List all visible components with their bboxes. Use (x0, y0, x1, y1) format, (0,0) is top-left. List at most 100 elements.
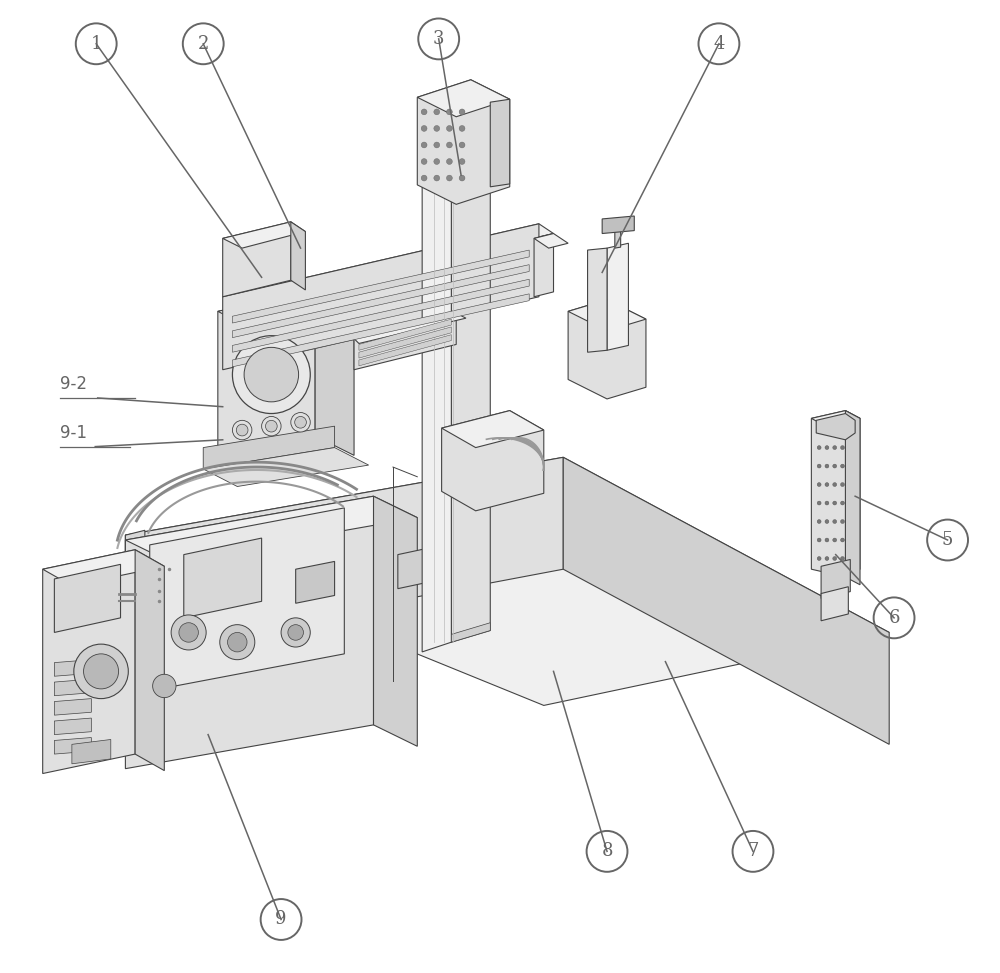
Polygon shape (422, 175, 451, 652)
Circle shape (841, 501, 844, 505)
Polygon shape (417, 80, 510, 204)
Polygon shape (54, 699, 91, 715)
Text: 9-2: 9-2 (60, 376, 87, 393)
Circle shape (825, 483, 829, 486)
Circle shape (434, 142, 440, 148)
Polygon shape (490, 99, 510, 187)
Circle shape (171, 615, 206, 650)
Circle shape (841, 464, 844, 468)
Polygon shape (354, 313, 456, 370)
Circle shape (833, 446, 837, 450)
Circle shape (421, 126, 427, 131)
Circle shape (421, 142, 427, 148)
Polygon shape (811, 411, 860, 426)
Polygon shape (811, 411, 860, 577)
Text: 6: 6 (888, 609, 900, 627)
Circle shape (825, 520, 829, 523)
Text: 1: 1 (90, 35, 102, 53)
Polygon shape (54, 660, 91, 676)
Text: 9-1: 9-1 (60, 424, 87, 442)
Circle shape (434, 175, 440, 181)
Circle shape (459, 159, 465, 164)
Polygon shape (232, 265, 529, 338)
Circle shape (266, 420, 277, 432)
Circle shape (84, 654, 119, 689)
Polygon shape (54, 738, 91, 754)
Polygon shape (218, 290, 354, 331)
Polygon shape (54, 718, 91, 735)
Text: 8: 8 (601, 843, 613, 860)
Polygon shape (184, 538, 262, 618)
Circle shape (434, 109, 440, 115)
Polygon shape (125, 457, 889, 705)
Circle shape (833, 501, 837, 505)
Polygon shape (359, 335, 451, 366)
Polygon shape (563, 457, 889, 744)
Polygon shape (296, 561, 335, 603)
Circle shape (817, 446, 821, 450)
Polygon shape (223, 222, 291, 297)
Polygon shape (223, 224, 554, 306)
Polygon shape (218, 290, 315, 457)
Polygon shape (821, 587, 848, 621)
Text: 3: 3 (433, 30, 444, 48)
Polygon shape (602, 216, 634, 234)
Circle shape (459, 126, 465, 131)
Circle shape (841, 557, 844, 560)
Polygon shape (821, 559, 850, 598)
Polygon shape (125, 457, 563, 652)
Polygon shape (203, 426, 335, 469)
Circle shape (825, 446, 829, 450)
Circle shape (74, 644, 128, 699)
Polygon shape (232, 294, 529, 367)
Circle shape (281, 618, 310, 647)
Polygon shape (374, 496, 417, 746)
Circle shape (833, 557, 837, 560)
Circle shape (232, 420, 252, 440)
Text: 2: 2 (198, 35, 209, 53)
Circle shape (446, 142, 452, 148)
Polygon shape (203, 448, 369, 486)
Polygon shape (223, 222, 305, 248)
Polygon shape (845, 411, 860, 585)
Polygon shape (150, 508, 344, 691)
Circle shape (833, 538, 837, 542)
Circle shape (220, 625, 255, 660)
Circle shape (179, 623, 198, 642)
Text: 4: 4 (713, 35, 725, 53)
Circle shape (434, 159, 440, 164)
Circle shape (817, 520, 821, 523)
Polygon shape (568, 300, 646, 331)
Polygon shape (125, 496, 374, 769)
Polygon shape (125, 530, 145, 652)
Circle shape (825, 464, 829, 468)
Circle shape (446, 175, 452, 181)
Polygon shape (816, 414, 855, 440)
Circle shape (817, 538, 821, 542)
Polygon shape (135, 550, 164, 771)
Circle shape (288, 625, 303, 640)
Circle shape (421, 159, 427, 164)
Circle shape (825, 501, 829, 505)
Polygon shape (72, 739, 111, 764)
Circle shape (446, 109, 452, 115)
Circle shape (434, 126, 440, 131)
Polygon shape (607, 243, 628, 350)
Circle shape (825, 538, 829, 542)
Circle shape (817, 464, 821, 468)
Circle shape (459, 142, 465, 148)
Polygon shape (43, 550, 135, 774)
Circle shape (236, 424, 248, 436)
Circle shape (446, 126, 452, 131)
Text: 9: 9 (275, 911, 287, 928)
Circle shape (446, 159, 452, 164)
Circle shape (244, 347, 299, 402)
Polygon shape (232, 279, 529, 352)
Circle shape (817, 501, 821, 505)
Polygon shape (315, 290, 354, 455)
Circle shape (841, 483, 844, 486)
Polygon shape (615, 231, 621, 248)
Polygon shape (359, 319, 451, 350)
Polygon shape (442, 411, 544, 448)
Circle shape (817, 483, 821, 486)
